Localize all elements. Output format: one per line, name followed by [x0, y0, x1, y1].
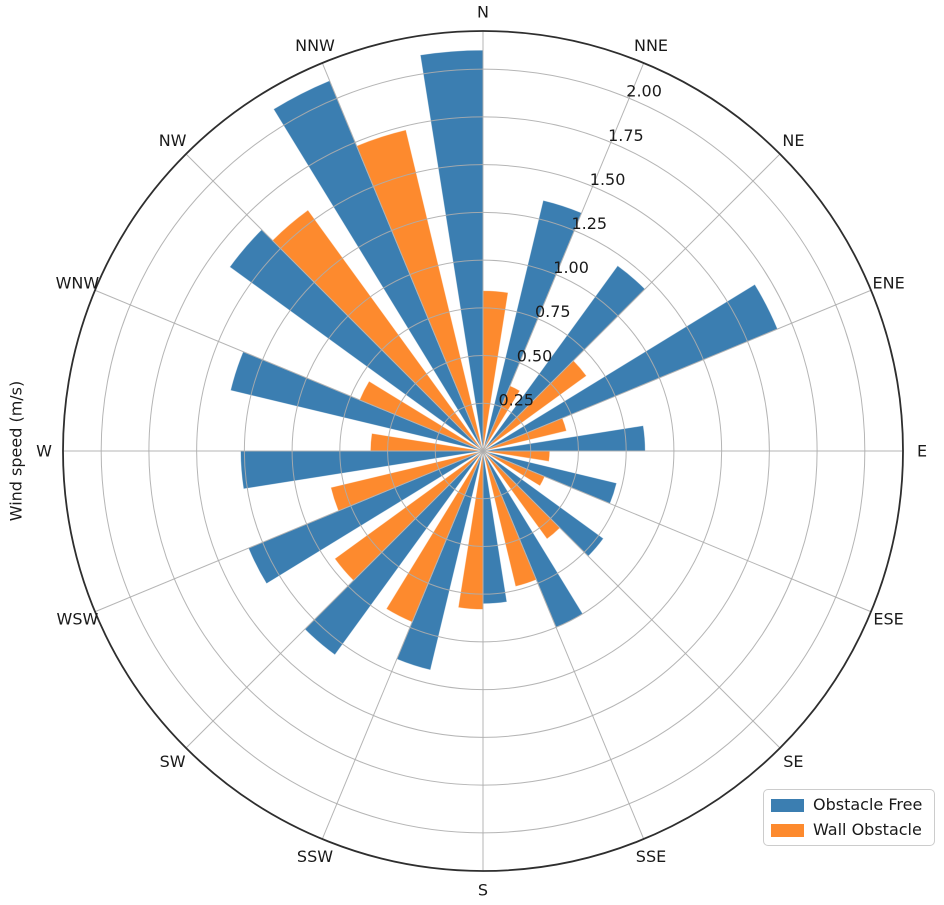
- polar-grid-spoke-SSW: [321, 450, 484, 840]
- polar-grid-spoke-ENE: [482, 289, 872, 452]
- legend-swatch-wall-obstacle: [771, 823, 804, 837]
- direction-label-NNE: NNE: [634, 36, 668, 55]
- polar-grid-spoke-WSW: [94, 450, 484, 613]
- direction-label-WSW: WSW: [57, 610, 99, 629]
- legend-label-wall-obstacle: Wall Obstacle: [813, 820, 922, 839]
- direction-label-N: N: [477, 3, 489, 22]
- polar-grid-spoke-NE: [482, 153, 781, 452]
- bars-layer: [229, 49, 779, 671]
- polar-grid-spoke-SE: [482, 450, 781, 749]
- polar-grid-spoke-NW: [185, 153, 484, 452]
- polar-grid-spoke-WNW: [94, 289, 484, 452]
- polar-grid-spoke-NNW: [321, 62, 484, 452]
- legend-item-wall-obstacle: Wall Obstacle: [771, 822, 924, 838]
- axis-labels-layer: N NNE NE ENE E ESE SE SSE S SSW SW WSW W WNW NW NNW 0.25…: [36, 3, 927, 900]
- direction-label-NW: NW: [159, 131, 187, 150]
- radial-tick-label-0.75: 0.75: [535, 302, 571, 321]
- legend-label-obstacle-free: Obstacle Free: [813, 795, 923, 814]
- direction-label-E: E: [917, 442, 927, 461]
- direction-label-SE: SE: [783, 752, 803, 771]
- polar-grid-spoke-SSE: [482, 450, 645, 840]
- polar-grid-spoke-SW: [185, 450, 484, 749]
- direction-label-SSW: SSW: [297, 847, 333, 866]
- direction-label-NNW: NNW: [295, 36, 335, 55]
- direction-label-SW: SW: [160, 752, 186, 771]
- radial-tick-label-2.00: 2.00: [626, 82, 662, 101]
- direction-label-ENE: ENE: [873, 274, 905, 293]
- radial-tick-label-1.00: 1.00: [553, 258, 589, 277]
- polar-grid-layer: [62, 30, 904, 872]
- direction-label-WNW: WNW: [56, 274, 100, 293]
- radial-tick-label-0.50: 0.50: [517, 346, 553, 365]
- legend: Obstacle Free Wall Obstacle: [763, 789, 935, 846]
- radial-tick-label-1.75: 1.75: [608, 126, 644, 145]
- y-axis-label: Wind speed (m/s): [6, 380, 26, 522]
- legend-item-obstacle-free: Obstacle Free: [771, 797, 924, 813]
- radial-tick-label-0.25: 0.25: [498, 390, 534, 409]
- polar-grid-spoke-ESE: [482, 450, 872, 613]
- direction-label-SSE: SSE: [636, 847, 666, 866]
- radial-tick-label-1.50: 1.50: [590, 170, 626, 189]
- direction-label-W: W: [36, 442, 52, 461]
- direction-label-NE: NE: [782, 131, 804, 150]
- radial-tick-label-1.25: 1.25: [571, 214, 607, 233]
- outer-spine-circle: [62, 30, 904, 872]
- direction-label-S: S: [478, 881, 488, 900]
- legend-swatch-obstacle-free: [771, 798, 804, 812]
- direction-label-ESE: ESE: [873, 610, 903, 629]
- polar-grid-spoke-NNE: [482, 62, 645, 452]
